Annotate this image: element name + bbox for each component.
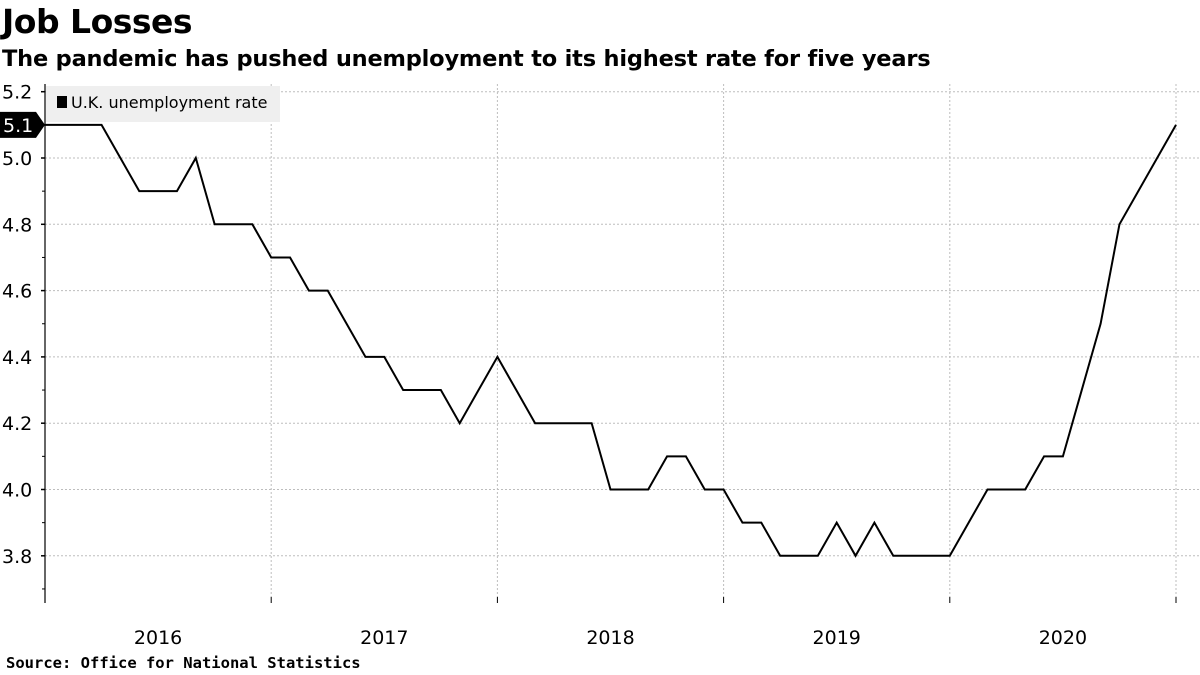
source-note: Source: Office for National Statistics [6, 654, 361, 672]
y-tick-label: 4.4 [2, 347, 32, 369]
legend-label: U.K. unemployment rate [71, 93, 267, 112]
legend: U.K. unemployment rate [46, 86, 280, 122]
y-tick-label: 3.8 [2, 546, 32, 568]
x-tick-label: 2019 [813, 627, 861, 649]
y-tick-label: 4.0 [2, 480, 32, 502]
x-tick-label: 2016 [134, 627, 182, 649]
last-value-label: 5.1 [3, 115, 33, 137]
chart-title: Job Losses [2, 2, 193, 41]
chart-subtitle: The pandemic has pushed unemployment to … [2, 46, 931, 72]
y-tick-label: 4.8 [2, 214, 32, 236]
last-value-badge [0, 111, 45, 138]
legend-background [46, 86, 280, 122]
x-tick-label: 2020 [1039, 627, 1087, 649]
x-tick-label: 2017 [360, 627, 408, 649]
y-tick-label: 5.2 [2, 82, 32, 104]
y-tick-label: 4.2 [2, 413, 32, 435]
y-tick-label: 5.0 [2, 148, 32, 170]
legend-swatch [57, 96, 67, 108]
series-line-0 [45, 123, 1177, 558]
x-tick-label: 2018 [586, 627, 634, 649]
y-tick-label: 4.6 [2, 281, 32, 303]
